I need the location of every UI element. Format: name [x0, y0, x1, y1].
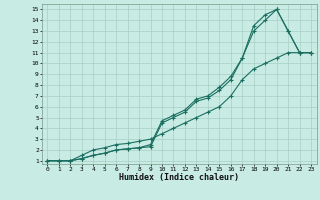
- X-axis label: Humidex (Indice chaleur): Humidex (Indice chaleur): [119, 173, 239, 182]
